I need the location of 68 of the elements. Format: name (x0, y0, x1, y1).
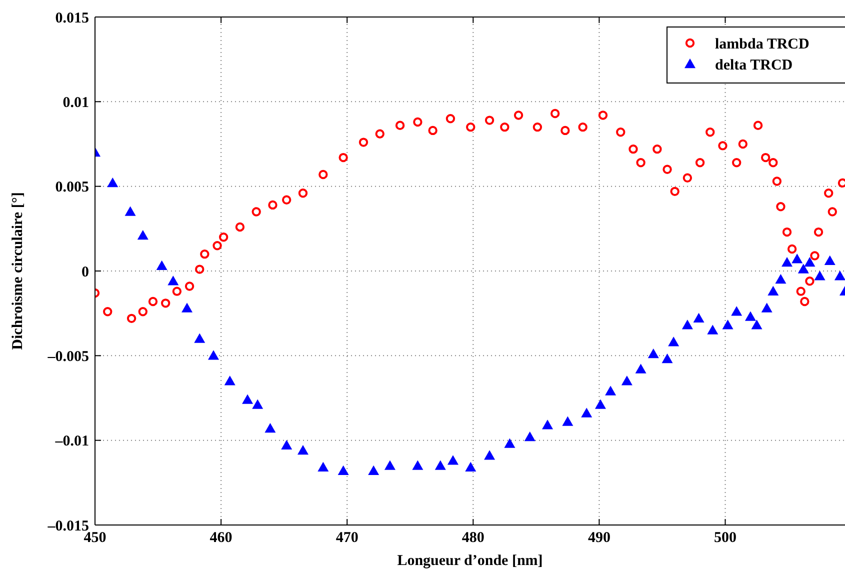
x-axis-title: Longueur d’onde [nm] (397, 553, 543, 569)
point (107, 177, 118, 188)
point (281, 440, 292, 450)
x-tick-label: 500 (714, 530, 736, 546)
y-tick-label: –0.01 (54, 434, 89, 450)
y-tick-label: –0.005 (46, 348, 89, 365)
point (562, 416, 574, 426)
point (751, 320, 762, 330)
point (168, 276, 179, 286)
point (648, 348, 659, 358)
point (594, 399, 606, 409)
point (621, 376, 632, 386)
point (814, 270, 826, 280)
point (252, 399, 264, 409)
point (194, 333, 206, 343)
point (434, 460, 446, 470)
point (668, 336, 680, 346)
point (208, 350, 219, 360)
point (635, 364, 646, 374)
legend-label: delta TRCD (715, 57, 793, 74)
y-tick-label: 0.015 (55, 10, 89, 26)
point (124, 206, 136, 216)
point (318, 462, 329, 472)
point (224, 376, 236, 386)
point (792, 254, 803, 264)
point (581, 408, 592, 418)
point (465, 462, 476, 472)
point (798, 264, 809, 274)
point (384, 460, 396, 470)
point (693, 312, 704, 323)
point (182, 302, 193, 312)
point (605, 386, 616, 396)
y-tick-label: 0.005 (55, 180, 89, 196)
point (338, 465, 349, 475)
y-axis-title: Dichroisme circulaire [°] (10, 192, 26, 350)
x-tick-label: 470 (336, 530, 358, 546)
point (768, 286, 779, 296)
point (682, 320, 693, 330)
point (524, 431, 536, 442)
point (824, 255, 836, 265)
point (744, 311, 756, 321)
point (804, 257, 816, 267)
point (707, 324, 718, 334)
y-tick-label: 0 (82, 264, 89, 280)
point (297, 444, 308, 455)
point (504, 438, 516, 448)
x-tick-label: 490 (588, 530, 610, 546)
point (264, 422, 276, 433)
point (137, 230, 148, 240)
point (242, 394, 254, 404)
point (156, 260, 168, 270)
point (542, 420, 554, 430)
x-tick-label: 460 (210, 530, 232, 546)
y-tick-label: 0.01 (62, 94, 89, 111)
point (731, 306, 742, 316)
point (368, 465, 380, 475)
x-tick-label: 450 (84, 530, 106, 546)
point (775, 274, 786, 284)
legend-label: lambda TRCD (715, 36, 810, 52)
point (412, 460, 424, 470)
point (834, 270, 845, 280)
point (722, 320, 734, 330)
point (447, 455, 458, 465)
point (761, 302, 772, 312)
point (484, 450, 496, 460)
point (662, 354, 673, 364)
point (782, 257, 793, 267)
x-tick-label: 480 (462, 530, 484, 546)
